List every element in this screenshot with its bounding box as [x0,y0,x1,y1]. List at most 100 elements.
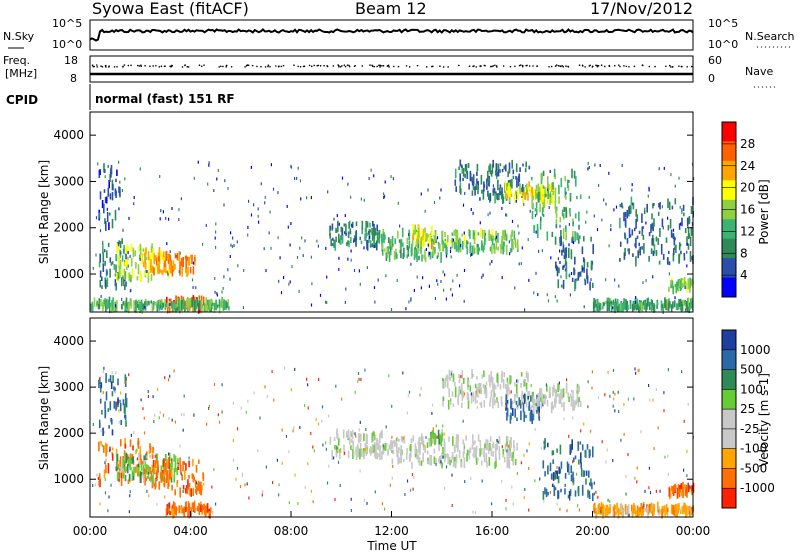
scatter-cell [436,236,439,240]
scatter-cell [419,230,421,241]
scatter-cell [653,203,655,206]
scatter-cell [152,460,155,468]
scatter-cell [524,168,527,173]
scatter-cell [565,382,568,394]
scatter-cell [452,279,454,283]
scatter-cell [456,273,458,277]
scatter-cell [102,370,104,374]
scatter-cell [589,429,592,433]
scatter-cell [365,232,367,242]
scatter-cell [334,498,336,501]
scatter-cell [465,245,468,249]
scatter-cell [92,423,94,426]
scatter-cell [523,453,525,457]
scatter-cell [151,472,154,476]
scatter-cell [492,397,494,409]
scatter-cell [527,238,529,242]
scatter-cell [592,446,594,458]
scatter-cell [569,497,571,501]
scatter-cell [612,390,614,394]
scatter-cell [542,195,544,203]
scatter-cell [200,489,202,496]
scatter-cell [179,465,182,473]
scatter-cell [290,222,292,226]
scatter-cell [622,508,624,519]
scatter-cell [334,445,336,450]
scatter-cell [329,226,332,231]
scatter-cell [119,260,122,270]
scatter-cell [570,272,573,275]
scatter-cell [198,300,201,309]
scatter-cell [358,377,360,381]
scatter-cell [442,396,444,407]
nave-dot [388,66,390,68]
scatter-cell [390,175,392,179]
scatter-cell [359,469,361,473]
scatter-cell [667,472,669,476]
scatter-cell [683,255,686,261]
scatter-cell [113,264,116,270]
scatter-cell [479,445,482,449]
scatter-cell [170,473,173,483]
scatter-cell [307,462,309,466]
scatter-cell [226,302,228,309]
scatter-cell [603,505,605,516]
scatter-cell [188,298,191,307]
scatter-cell [495,399,498,403]
scatter-cell [409,445,411,452]
scatter-cell [124,374,127,384]
scatter-cell [517,224,519,228]
scatter-cell [462,203,465,207]
scatter-cell [215,502,217,506]
scatter-cell [635,209,637,217]
scatter-cell [456,245,458,252]
scatter-cell [528,401,531,406]
scatter-cell [484,232,486,236]
scatter-cell [388,444,391,450]
scatter-cell [507,456,510,468]
nave-dot [116,65,118,68]
scatter-cell [589,281,591,291]
scatter-cell [620,503,623,513]
scatter-cell [627,397,629,401]
scatter-cell [531,176,533,181]
scatter-cell [461,388,463,396]
colorbar-segment [722,389,736,410]
scatter-cell [190,507,192,518]
scatter-cell [418,437,420,446]
scatter-cell [230,243,232,247]
scatter-cell [167,272,169,276]
scatter-cell [175,295,177,306]
scatter-cell [569,293,571,297]
scatter-cell [332,237,334,241]
scatter-cell [588,449,591,459]
scatter-cell [264,201,266,205]
scatter-cell [532,411,535,421]
scatter-cell [497,440,499,444]
scatter-cell [568,247,570,258]
scatter-cell [459,244,462,252]
scatter-cell [174,263,176,270]
scatter-cell [428,238,430,250]
scatter-cell [562,265,564,270]
scatter-cell [118,207,120,211]
scatter-cell [355,237,357,247]
scatter-cell [480,175,483,185]
scatter-cell [672,301,674,309]
nave-dot [557,64,560,67]
scatter-cell [416,448,418,460]
scatter-cell [527,396,529,400]
scatter-cell [558,267,560,274]
scatter-cell [516,392,519,399]
scatter-cell [591,370,593,374]
scatter-cell [107,187,110,197]
scatter-cell [480,228,482,237]
scatter-cell [206,299,208,306]
scatter-cell [652,250,655,257]
scatter-cell [144,248,146,255]
scatter-cell [130,299,132,309]
scatter-cell [148,257,151,264]
scatter-cell [549,491,551,494]
scatter-cell [157,259,159,266]
scatter-cell [498,451,501,460]
